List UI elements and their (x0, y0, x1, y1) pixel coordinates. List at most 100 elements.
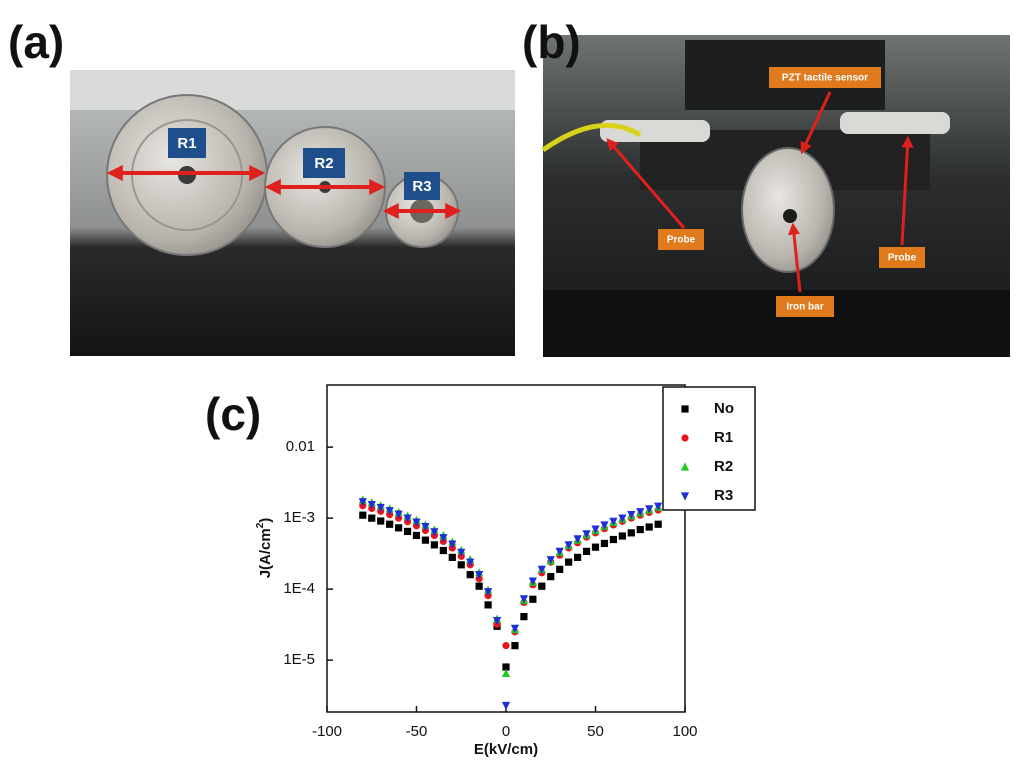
legend-label: R1 (714, 429, 733, 446)
data-point (367, 501, 376, 510)
photo-tag: R1 (177, 135, 196, 152)
data-point (457, 561, 465, 569)
legend-marker (681, 434, 689, 442)
y-tick-label: 1E-3 (283, 509, 315, 526)
photo-tag: R3 (412, 178, 431, 195)
photo-tag: Probe (888, 253, 917, 264)
data-point (358, 498, 367, 507)
data-point (528, 577, 537, 586)
data-point (448, 540, 457, 549)
data-point (403, 514, 412, 523)
data-point (591, 543, 600, 551)
data-point (484, 588, 493, 597)
data-point (376, 503, 385, 513)
legend-marker (680, 462, 690, 471)
data-point (591, 525, 600, 534)
data-point (519, 595, 528, 604)
data-point (386, 520, 394, 528)
data-point (627, 529, 635, 537)
y-tick-label: 1E-5 (283, 651, 315, 668)
y-tick-label: 1E-4 (283, 580, 315, 597)
data-point (510, 624, 520, 633)
data-point (627, 511, 636, 520)
y-axis-label-superscript: 2 (255, 522, 266, 528)
data-point (501, 668, 511, 678)
data-point (636, 508, 645, 517)
data-point (573, 535, 582, 544)
data-point (368, 514, 376, 522)
data-point (430, 541, 438, 549)
photo-tag: R2 (314, 155, 333, 172)
data-point (501, 701, 511, 711)
data-point (565, 558, 573, 566)
data-point (448, 553, 456, 561)
data-point (582, 547, 591, 555)
legend-box (662, 386, 756, 511)
x-axis-label: E(kV/cm) (474, 741, 538, 758)
data-point (609, 535, 617, 544)
data-point (394, 510, 403, 519)
data-point (609, 517, 618, 526)
y-axis-label-close: ) (257, 518, 274, 523)
data-point (492, 617, 502, 626)
photo-a (70, 70, 515, 356)
data-point (466, 558, 475, 567)
photo-tag: Iron bar (786, 302, 823, 313)
legend-label: R3 (714, 487, 733, 504)
x-tick-label: -50 (406, 723, 428, 740)
plot-frame (326, 384, 686, 713)
data-point (475, 582, 483, 590)
data-point (582, 530, 591, 539)
legend-marker (681, 405, 689, 413)
data-point (520, 613, 528, 621)
x-tick-label: 50 (587, 723, 604, 740)
data-point (547, 573, 555, 581)
data-point (556, 565, 564, 573)
panel-label: (c) (205, 388, 261, 440)
data-point (475, 571, 484, 580)
photo-b (541, 35, 1010, 357)
x-tick-label: 100 (672, 723, 697, 740)
data-point (439, 534, 448, 543)
data-point (529, 595, 537, 603)
data-point (546, 556, 555, 565)
data-point (564, 541, 573, 550)
data-point (430, 528, 439, 537)
data-point (538, 582, 546, 590)
data-point (574, 553, 582, 561)
data-point (555, 547, 564, 556)
data-point (511, 642, 519, 650)
data-point (421, 536, 430, 544)
data-point (618, 532, 626, 540)
y-axis-label-text: J(A/cm (257, 528, 274, 578)
panel-label: (b) (522, 16, 581, 68)
data-point (654, 520, 662, 528)
y-axis-label: J(A/cm2) (255, 518, 274, 579)
data-point (412, 518, 421, 527)
data-point (618, 514, 627, 523)
legend-label: R2 (714, 458, 733, 475)
photo-tag: PZT tactile sensor (782, 73, 868, 84)
x-tick-label: 0 (502, 723, 510, 740)
data-point (645, 505, 654, 514)
data-point (359, 511, 367, 519)
data-point (457, 548, 466, 557)
data-point (645, 523, 653, 531)
data-point (502, 663, 510, 671)
data-point (403, 527, 412, 536)
data-point (654, 502, 663, 511)
legend-label: No (714, 400, 734, 417)
data-point (537, 565, 546, 574)
data-point (502, 642, 510, 650)
data-point (600, 521, 609, 530)
data-point (385, 507, 394, 516)
panel-label: (a) (8, 16, 64, 68)
data-point (377, 517, 385, 525)
data-point (600, 539, 609, 548)
legend-marker (680, 492, 690, 501)
data-point (412, 531, 421, 540)
data-point (636, 525, 644, 534)
data-point (421, 522, 430, 532)
data-point (484, 601, 492, 609)
